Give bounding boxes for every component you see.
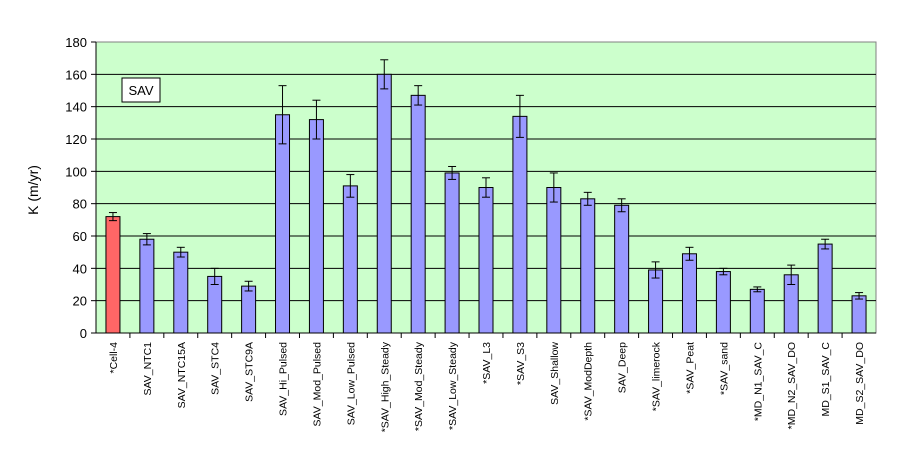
x-axis: *Cell-4 SAV_NTC1 SAV_NTC15A SAV_STC4 SAV_STC… bbox=[96, 332, 876, 432]
error-bar bbox=[685, 246, 694, 261]
error-bar bbox=[142, 233, 151, 246]
error-bar bbox=[753, 286, 762, 293]
y-tick-label: 120 bbox=[65, 132, 87, 147]
y-tick-label: 60 bbox=[73, 229, 87, 244]
error-bar bbox=[176, 246, 185, 258]
y-axis: 0 20 40 60 80 100 120 140 160 180 bbox=[65, 35, 97, 341]
x-tick-label: SAV_STC4 bbox=[210, 342, 222, 395]
sav-annotation-box: SAV bbox=[121, 77, 161, 103]
x-tick-label: *SAV_sand bbox=[718, 342, 730, 395]
x-tick-label: SAV_Low_Pulsed bbox=[345, 342, 357, 425]
y-tick-label: 20 bbox=[73, 294, 87, 309]
error-bars bbox=[108, 59, 864, 300]
error-bar bbox=[210, 267, 219, 285]
bar-sav-deep bbox=[614, 204, 630, 334]
bar-sav-high-steady bbox=[376, 73, 392, 334]
error-bar bbox=[617, 198, 626, 213]
bar-sav-moddepth bbox=[580, 198, 596, 334]
x-tick-label: SAV_STC9A bbox=[244, 342, 256, 402]
error-bar bbox=[448, 165, 457, 180]
bar-sav-s3 bbox=[512, 115, 528, 334]
x-tick-label: *SAV_limerock bbox=[651, 341, 663, 411]
y-tick-label: 0 bbox=[80, 326, 87, 341]
error-bar bbox=[482, 177, 490, 198]
bar-md-s1-sav-c bbox=[817, 243, 833, 334]
error-bar bbox=[380, 59, 389, 90]
x-tick-label: *SAV_L3 bbox=[481, 342, 493, 384]
error-bar bbox=[346, 174, 355, 198]
bar-sav-hi-pulsed bbox=[275, 114, 291, 334]
bars bbox=[105, 73, 867, 334]
bar-sav-low-steady bbox=[444, 172, 460, 334]
x-tick-label: SAV_NTC15A bbox=[176, 342, 188, 408]
y-tick-label: 180 bbox=[65, 35, 87, 50]
bar-sav-shallow bbox=[546, 187, 562, 334]
sav-annotation: SAV bbox=[128, 83, 153, 98]
x-tick-label: *SAV_ModDepth bbox=[583, 342, 595, 421]
error-bar bbox=[108, 212, 117, 222]
y-tick-label: 80 bbox=[73, 197, 87, 212]
x-tick-label: SAV_Mod_Pulsed bbox=[311, 342, 323, 427]
error-bar bbox=[414, 85, 423, 106]
bar-cell-4 bbox=[105, 216, 121, 334]
x-tick-label: MD_S1_SAV_C bbox=[820, 342, 832, 417]
x-tick-label: SAV_NTC1 bbox=[142, 342, 154, 396]
bar-md-n1-sav-c bbox=[749, 288, 765, 334]
y-tick-label: 100 bbox=[65, 164, 87, 179]
gridlines bbox=[96, 73, 876, 302]
x-tick-label: *SAV_Peat bbox=[684, 342, 696, 394]
x-tick-label: SAV_Deep bbox=[617, 342, 629, 393]
bar-sav-low-pulsed bbox=[342, 185, 358, 334]
bar-sav-mod-pulsed bbox=[308, 119, 324, 334]
x-tick-label: SAV_Hi_Pulsed bbox=[278, 342, 290, 416]
x-tick-label: *SAV_High_Steady bbox=[379, 341, 391, 432]
x-tick-label: *SAV_Low_Steady bbox=[447, 341, 459, 430]
error-bar bbox=[549, 172, 558, 203]
bar-sav-ntc15a bbox=[173, 251, 189, 334]
error-bar bbox=[821, 238, 830, 250]
bar-sav-mod-steady bbox=[410, 94, 426, 334]
x-tick-label: *MD_N1_SAV_C bbox=[752, 342, 764, 422]
error-bar bbox=[651, 261, 660, 279]
x-tick-label: SAV_Shallow bbox=[549, 342, 561, 405]
bar-sav-sand bbox=[715, 271, 731, 334]
x-tick-label: *SAV_S3 bbox=[515, 342, 527, 385]
y-tick-label: 40 bbox=[73, 261, 87, 276]
bar-sav-l3 bbox=[478, 187, 494, 334]
bar-sav-limerock bbox=[648, 269, 664, 334]
error-bar bbox=[244, 280, 253, 292]
x-tick-label: MD_S2_SAV_DO bbox=[854, 342, 866, 425]
y-tick-label: 140 bbox=[65, 100, 87, 115]
error-bar bbox=[719, 267, 728, 276]
error-bar bbox=[787, 264, 796, 285]
y-tick-label: 160 bbox=[65, 67, 87, 82]
error-bar bbox=[583, 191, 592, 206]
error-bar bbox=[312, 99, 321, 140]
bar-sav-stc9a bbox=[241, 285, 257, 334]
error-bar bbox=[855, 292, 864, 300]
bar-sav-ntc1 bbox=[139, 238, 155, 334]
bar-sav-peat bbox=[681, 253, 697, 334]
y-axis-label: K (m/yr) bbox=[25, 165, 41, 215]
x-tick-label: *SAV_Mod_Steady bbox=[413, 341, 425, 431]
x-tick-label: *MD_N2_SAV_DO bbox=[786, 342, 798, 429]
error-bar bbox=[278, 85, 287, 145]
x-tick-label: *Cell-4 bbox=[108, 342, 120, 374]
bar-md-s2-sav-do bbox=[851, 295, 867, 334]
error-bar bbox=[515, 94, 524, 138]
